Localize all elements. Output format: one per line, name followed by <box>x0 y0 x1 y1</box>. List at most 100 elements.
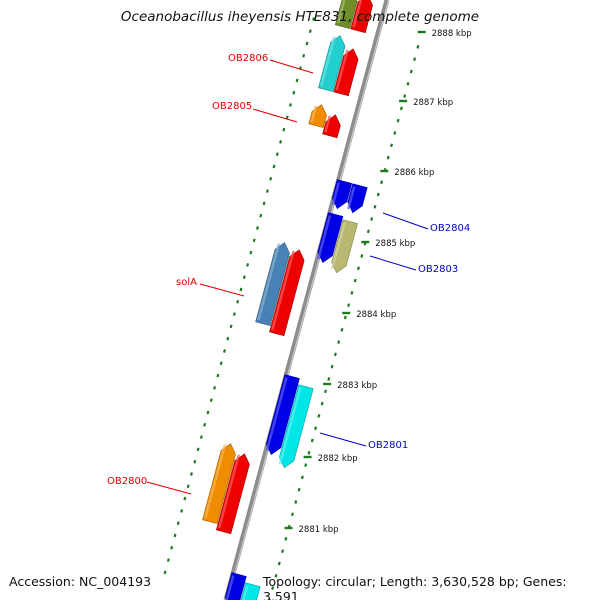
genome-backbone <box>223 0 390 600</box>
gene-feature-highlight <box>257 243 281 321</box>
forward-tick-mark <box>252 238 256 243</box>
reverse-tick-mark <box>403 94 407 98</box>
reverse-tick-mark <box>291 512 294 517</box>
reverse-tick-mark <box>274 573 278 578</box>
accession-text: Accession: NC_004193 <box>9 574 152 589</box>
gene-feature-highlight <box>347 186 356 210</box>
scale-label: 2885 kbp <box>375 239 415 249</box>
gene-feature-highlight <box>330 222 346 270</box>
gene-feature-highlight <box>225 575 235 600</box>
forward-tick-mark <box>216 373 220 378</box>
forward-tick-mark <box>249 250 253 255</box>
reverse-tick-mark <box>409 69 413 74</box>
gene-feature-arrow <box>317 212 344 264</box>
forward-tick-mark <box>275 152 279 157</box>
reverse-tick-mark <box>376 192 380 197</box>
reverse-tick-mark <box>380 180 384 185</box>
reverse-tick-mark <box>366 229 370 234</box>
reverse-tick-mark <box>393 131 397 135</box>
gene-feature-highlight <box>336 0 346 24</box>
gene-label: OB2806 <box>228 53 268 64</box>
reverse-tick-mark <box>297 487 301 492</box>
reverse-tick-mark <box>350 291 354 295</box>
scale-label: 2888 kbp <box>432 29 472 39</box>
gene-feature-highlight <box>324 115 331 133</box>
gene-feature-arrow <box>266 374 300 456</box>
gene-label: solA <box>176 277 197 288</box>
gene-feature-highlight <box>242 585 249 600</box>
forward-tick-mark <box>229 324 233 329</box>
forward-tick-mark <box>173 533 177 538</box>
gene-feature-arrow <box>331 219 358 274</box>
gene-callout-line <box>319 432 367 447</box>
forward-tick-mark <box>176 521 180 526</box>
scale-label: 2882 kbp <box>318 454 358 464</box>
reverse-tick-mark <box>271 586 275 590</box>
reverse-tick-mark <box>416 45 420 49</box>
reverse-tick-mark <box>347 303 351 308</box>
forward-tick-mark <box>223 349 226 353</box>
forward-tick-mark <box>186 484 190 489</box>
reverse-tick-mark <box>281 549 285 554</box>
scale-label: 2881 kbp <box>299 525 339 535</box>
reverse-tick-mark <box>330 364 334 369</box>
gene-feature-arrow <box>224 572 247 600</box>
forward-tick-mark <box>279 140 283 144</box>
gene-label: OB2803 <box>418 264 458 275</box>
gene-feature-arrow <box>279 384 314 469</box>
reverse-tick-mark <box>396 118 400 123</box>
forward-tick-mark <box>206 410 210 415</box>
reverse-tick-mark <box>333 352 337 357</box>
gene-feature-highlight <box>320 36 336 87</box>
reverse-tick-mark <box>307 450 311 455</box>
forward-tick-mark <box>213 386 217 390</box>
reverse-tick-mark <box>294 500 298 504</box>
gene-feature-highlight <box>265 377 288 452</box>
forward-tick-mark <box>219 361 223 366</box>
forward-tick-mark <box>196 447 200 452</box>
reverse-tick-mark <box>268 598 271 600</box>
gene-callout-line <box>382 212 429 230</box>
forward-tick-mark <box>236 299 240 304</box>
reverse-tick-mark <box>337 340 341 344</box>
forward-tick-mark <box>180 509 184 513</box>
forward-tick-mark <box>246 263 250 267</box>
reverse-tick-mark <box>327 377 331 381</box>
gene-feature-highlight <box>352 0 363 28</box>
reverse-tick-mark <box>343 315 347 320</box>
reverse-tick-mark <box>277 561 281 566</box>
forward-tick-mark <box>302 53 306 58</box>
gene-feature-highlight <box>217 454 241 529</box>
scale-label: 2887 kbp <box>413 98 453 108</box>
forward-tick-mark <box>259 213 263 218</box>
gene-feature-highlight <box>335 49 349 91</box>
reverse-tick-mark <box>399 106 403 111</box>
forward-tick-mark <box>226 336 230 341</box>
forward-tick-mark <box>285 115 289 120</box>
gene-callout-line <box>369 255 417 271</box>
forward-tick-mark <box>305 41 309 46</box>
scale-label: 2883 kbp <box>337 381 377 391</box>
gene-feature-highlight <box>331 182 340 206</box>
reverse-tick-mark <box>357 266 360 271</box>
gene-label: OB2805 <box>212 101 252 112</box>
reverse-tick-mark <box>413 57 417 62</box>
forward-tick-mark <box>295 78 299 83</box>
reverse-tick-mark <box>320 401 324 406</box>
gene-label: OB2801 <box>368 440 408 451</box>
gene-feature-arrow <box>308 104 327 128</box>
forward-tick-mark <box>232 312 236 316</box>
scale-label: 2884 kbp <box>356 310 396 320</box>
forward-tick-mark <box>312 17 316 21</box>
forward-tick-mark <box>193 459 197 464</box>
genome-summary-text: Topology: circular; Length: 3,630,528 bp… <box>263 574 567 600</box>
forward-tick-mark <box>265 189 269 193</box>
gene-callout-line <box>269 59 314 74</box>
reverse-tick-mark <box>370 217 374 221</box>
genome-backbone-highlight <box>226 0 390 600</box>
forward-tick-mark <box>282 127 286 132</box>
reverse-tick-mark <box>310 438 314 443</box>
gene-label: OB2800 <box>107 476 147 487</box>
forward-tick-mark <box>262 201 266 206</box>
forward-tick-mark <box>183 496 187 501</box>
